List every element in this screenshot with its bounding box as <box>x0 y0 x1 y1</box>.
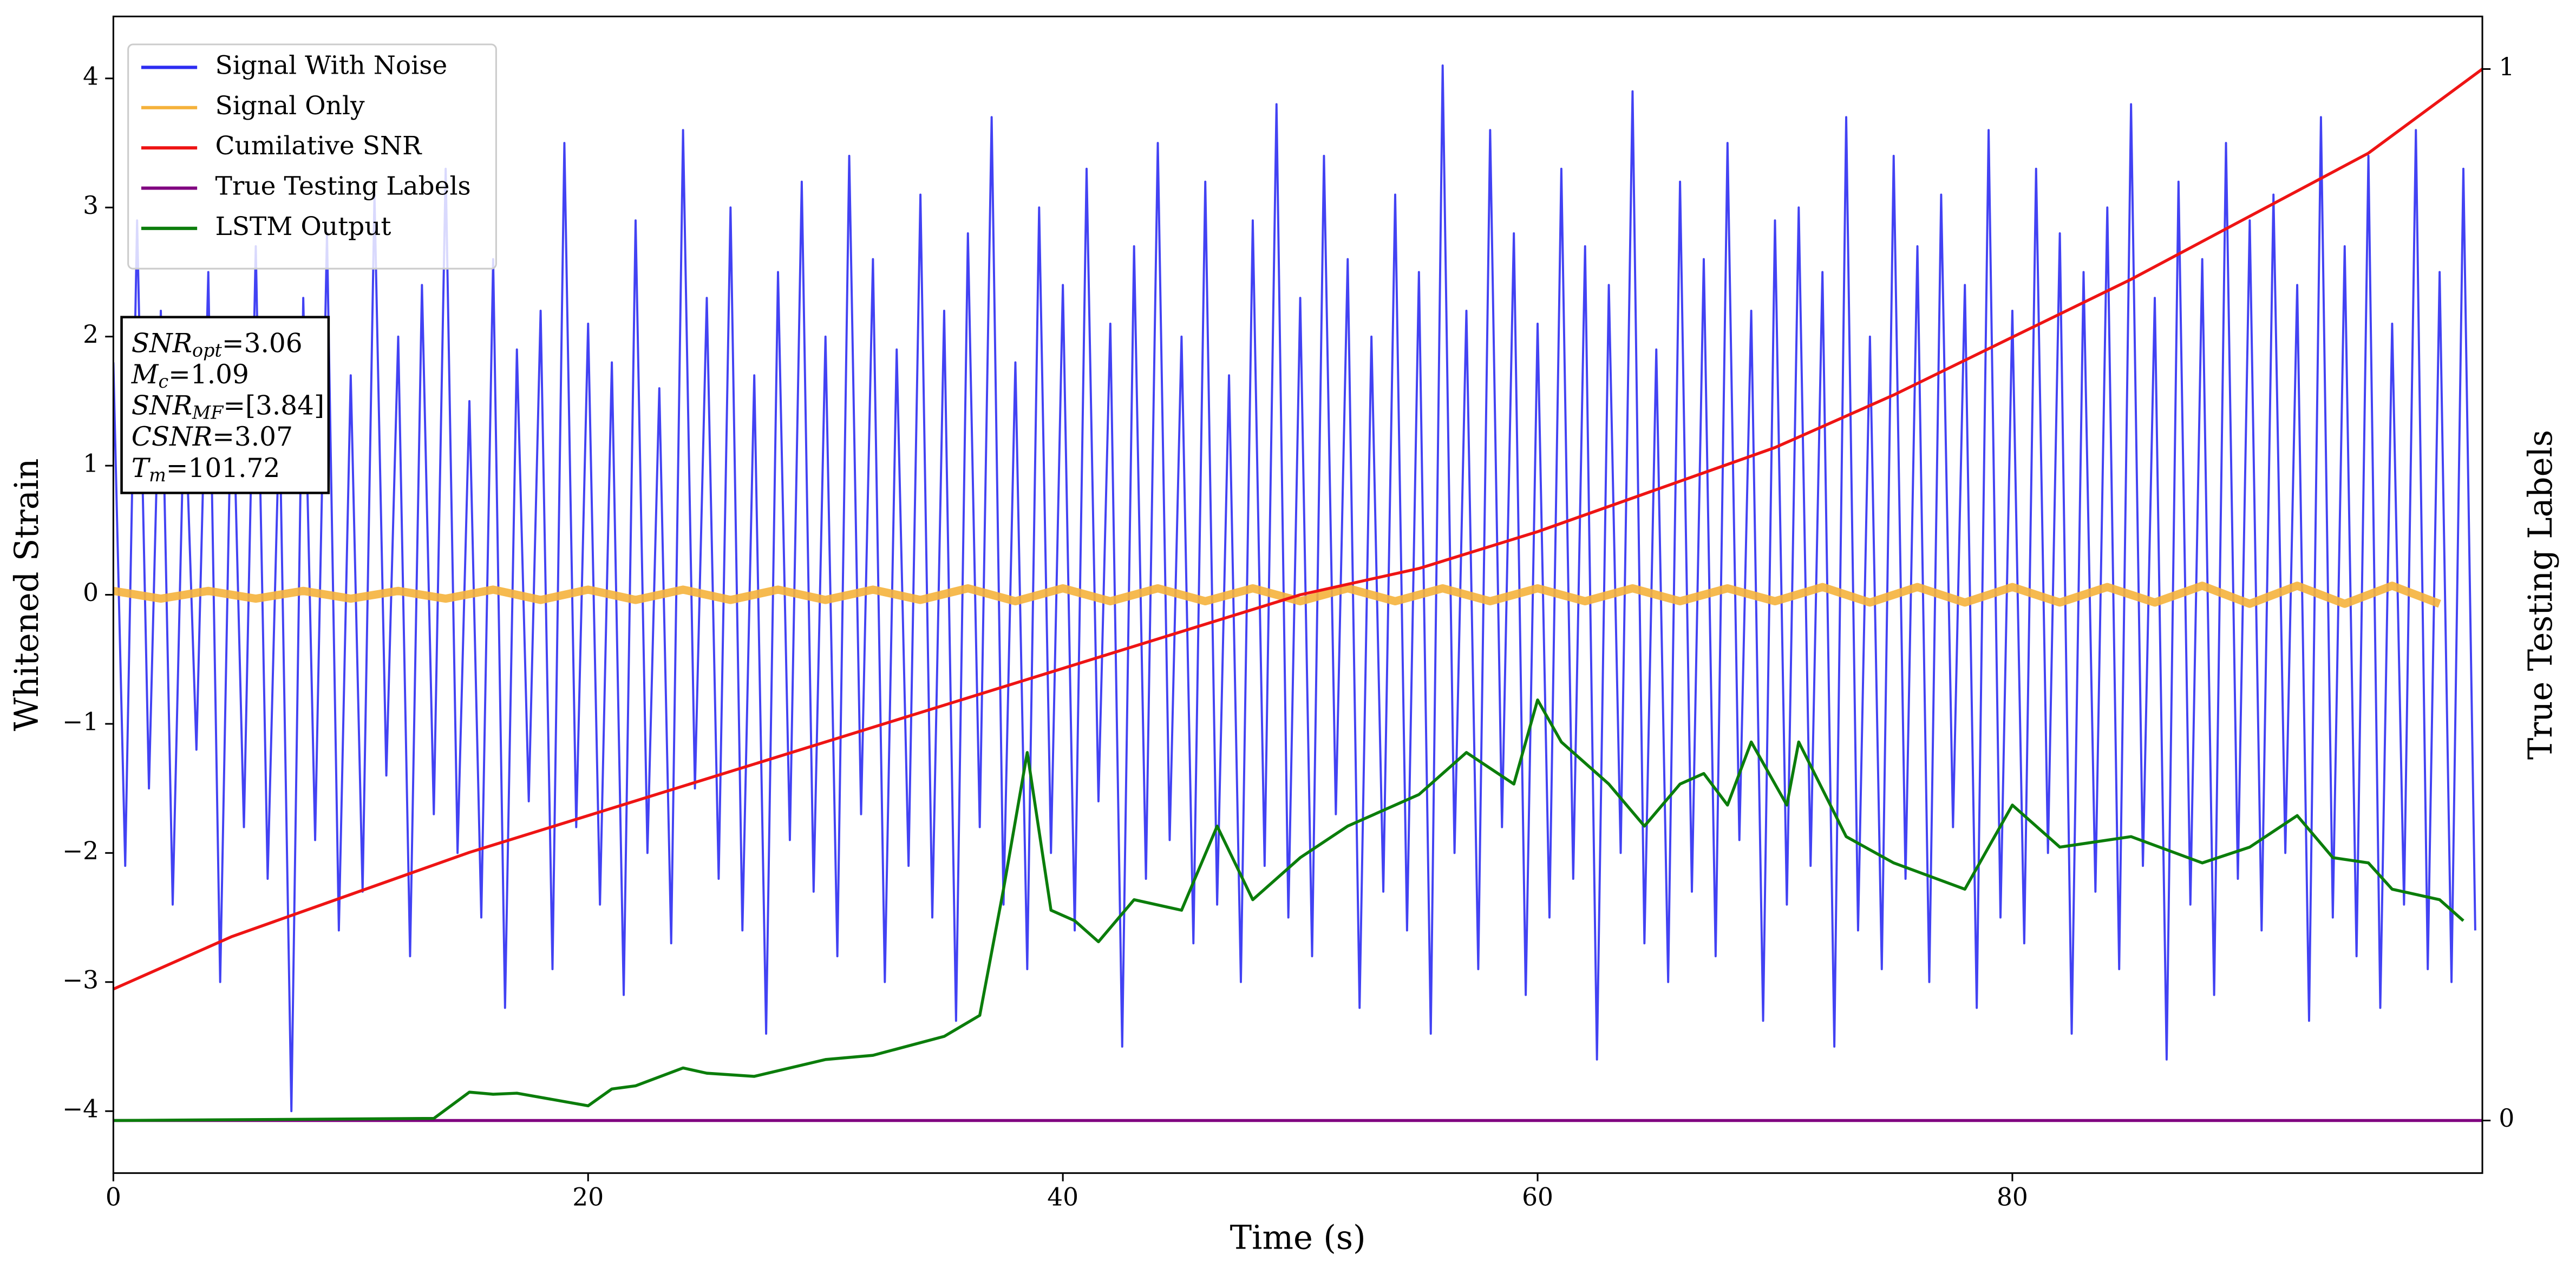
x-tick-label: 80 <box>1997 1183 2028 1212</box>
y-axis-label: Whitened Strain <box>8 459 46 731</box>
annotation-sub: m <box>149 465 166 486</box>
y2-tick-label: 1 <box>2499 53 2514 81</box>
annotation-line: SNRopt=3.06 <box>132 328 303 361</box>
legend-label: Cumilative SNR <box>215 131 423 161</box>
y-tick-label: 1 <box>83 449 99 478</box>
annotation-line: SNRMF=[3.84] <box>132 390 324 423</box>
legend-label: Signal Only <box>215 91 365 121</box>
x-tick-label: 0 <box>106 1183 121 1212</box>
x-tick-label: 60 <box>1522 1183 1553 1212</box>
y2-tick-label: 0 <box>2499 1104 2514 1133</box>
y-tick-label: 4 <box>83 62 99 90</box>
annotation-sub: MF <box>192 402 224 423</box>
annotation-value: =1.09 <box>168 359 249 389</box>
series-line <box>113 64 2476 1113</box>
y-tick-label: −3 <box>62 965 99 994</box>
series-line <box>113 582 2441 608</box>
y-tick-label: 0 <box>83 578 99 607</box>
annotation-sub: opt <box>192 339 222 361</box>
annotation-var: CSNR <box>132 422 212 452</box>
annotation-value: =3.06 <box>222 328 303 358</box>
series-line <box>113 68 2483 991</box>
y-tick-label: −2 <box>62 837 99 865</box>
legend-label: Signal With Noise <box>215 50 448 80</box>
x-axis-label: Time (s) <box>1230 1219 1366 1257</box>
y-tick-label: 3 <box>83 191 99 220</box>
annotation-value: =101.72 <box>166 453 280 483</box>
x-tick-label: 20 <box>572 1183 604 1212</box>
legend-box <box>127 43 497 270</box>
y2-axis-label: True Testing Labels <box>2522 430 2560 760</box>
legend-label: True Testing Labels <box>215 171 471 201</box>
annotation-var: M <box>131 359 159 389</box>
annotation-var: SNR <box>132 328 192 358</box>
annotation-line: CSNR=3.07 <box>132 422 293 452</box>
plot-area <box>113 64 2483 1122</box>
y-tick-label: −1 <box>62 707 99 736</box>
annotation-line: Tm=101.72 <box>132 453 280 486</box>
y-tick-label: 2 <box>83 320 99 349</box>
annotation-line: Mc=1.09 <box>131 359 249 392</box>
annotation-box <box>120 316 330 494</box>
series-line <box>113 698 2464 1122</box>
annotation-var: T <box>132 453 151 483</box>
legend-label: LSTM Output <box>215 212 391 241</box>
annotation-value: =[3.84] <box>223 390 324 421</box>
x-tick-label: 40 <box>1047 1183 1078 1212</box>
annotation-var: SNR <box>132 390 192 421</box>
annotation-value: =3.07 <box>212 422 293 452</box>
y-tick-label: −4 <box>62 1095 99 1123</box>
annotation-sub: c <box>158 371 168 392</box>
